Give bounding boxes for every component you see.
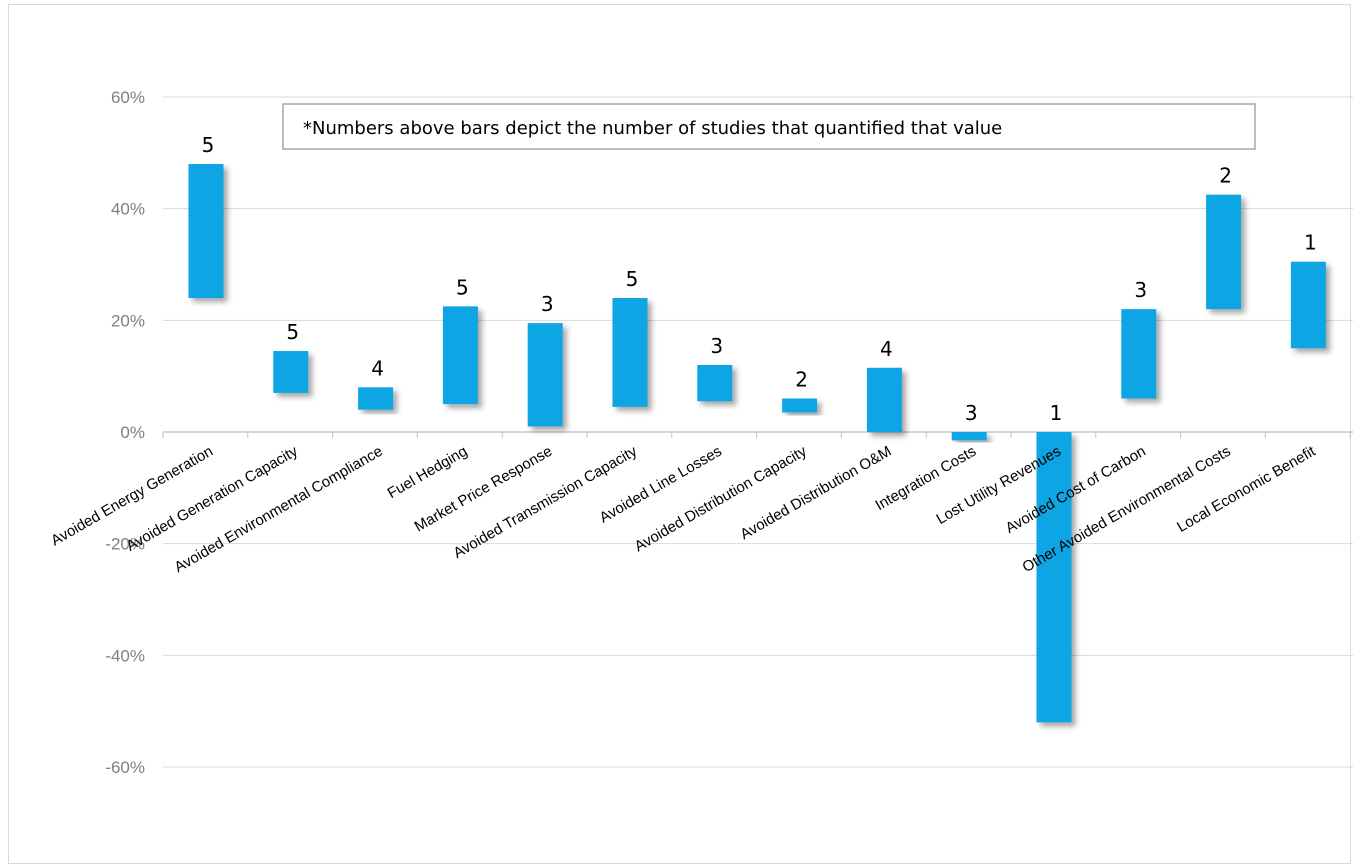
- data-label: 5: [456, 275, 469, 299]
- bar: [188, 164, 224, 298]
- y-tick-label: -20%: [105, 535, 145, 554]
- y-tick-label: 40%: [111, 200, 145, 219]
- y-tick-label: -40%: [105, 646, 145, 665]
- data-label: 1: [1050, 401, 1063, 425]
- bar: [697, 365, 733, 402]
- data-label: 3: [1134, 278, 1147, 302]
- gridlines: [163, 96, 1353, 768]
- annotation-text: *Numbers above bars depict the number of…: [303, 118, 1002, 139]
- bar: [1290, 261, 1326, 349]
- y-tick-label: -60%: [105, 758, 145, 777]
- bar: [1036, 432, 1072, 723]
- category-label: Avoided Distribution O&M: [737, 443, 894, 543]
- data-label: 5: [286, 320, 299, 344]
- bar: [442, 306, 478, 405]
- bar: [273, 351, 309, 393]
- data-label: 3: [541, 292, 554, 316]
- bar: [951, 432, 987, 441]
- category-label: Avoided Cost of Carbon: [1003, 443, 1149, 537]
- x-axis: [162, 431, 1353, 438]
- y-tick-label: 60%: [111, 88, 145, 107]
- data-label: 3: [710, 334, 723, 358]
- data-label: 2: [1219, 164, 1232, 188]
- bar: [612, 298, 648, 407]
- data-label: 2: [795, 368, 808, 392]
- y-tick-label: 0%: [120, 423, 145, 442]
- bar: [358, 387, 394, 410]
- data-label: 4: [880, 337, 893, 361]
- bar: [1206, 194, 1242, 310]
- category-label: Market Price Response: [412, 443, 556, 536]
- data-label: 1: [1304, 231, 1317, 255]
- data-label: 5: [202, 133, 215, 157]
- bars: [188, 164, 1326, 723]
- data-labels: 5 5 4 5 3 5 3 2 4 3 1 3 2 1: [202, 133, 1317, 425]
- bar: [527, 323, 563, 427]
- bar: [866, 367, 902, 432]
- bar: [782, 398, 818, 413]
- category-label: Local Economic Benefit: [1174, 442, 1319, 536]
- category-label: Avoided Energy Generation: [48, 443, 216, 550]
- data-label: 5: [626, 267, 639, 291]
- data-label: 3: [965, 401, 978, 425]
- bar: [1121, 309, 1157, 399]
- y-axis-tick-labels: 60% 40% 20% 0% -20% -40% -60%: [105, 88, 145, 777]
- y-tick-label: 20%: [111, 311, 145, 330]
- annotation-box: *Numbers above bars depict the number of…: [282, 103, 1256, 150]
- data-label: 4: [371, 356, 384, 380]
